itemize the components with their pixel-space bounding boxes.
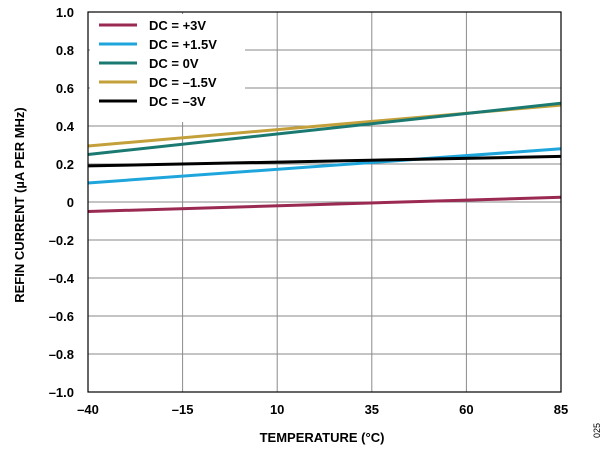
y-tick-label: –0.6: [49, 309, 74, 324]
x-tick-label: –40: [77, 402, 99, 417]
y-axis-ticks: 1.0 0.8 0.6 0.4 0.2 0 –0.2 –0.4 –0.6 –0.8 –1.0: [49, 5, 75, 400]
x-tick-label: –15: [172, 402, 194, 417]
figure-id: 025: [592, 423, 602, 438]
y-tick-label: –0.8: [49, 347, 74, 362]
legend-entry-label: DC = –1.5V: [149, 75, 217, 90]
series-line: [87, 195, 562, 213]
y-tick-label: 0.8: [56, 43, 74, 58]
legend-entry-label: DC = –3V: [149, 94, 206, 109]
x-tick-label: 60: [459, 402, 473, 417]
legend-box: [90, 14, 245, 122]
plot-frame: [87, 11, 562, 393]
y-tick-label: 0.4: [56, 119, 75, 134]
x-tick-label: 35: [365, 402, 379, 417]
y-tick-label: –0.2: [49, 233, 74, 248]
series-layer: [87, 101, 562, 213]
y-tick-label: 1.0: [56, 5, 74, 20]
series-line: [87, 154, 562, 168]
y-tick-label: –0.4: [49, 271, 75, 286]
x-tick-label: 10: [270, 402, 284, 417]
legend: DC = +3V DC = +1.5V DC = 0V DC = –1.5V DC = …: [90, 14, 245, 122]
y-tick-label: 0.2: [56, 157, 74, 172]
x-axis-ticks: –40 –15 10 35 60 85: [77, 402, 568, 417]
y-tick-label: 0: [67, 195, 74, 210]
y-tick-label: 0.6: [56, 81, 74, 96]
x-axis-label: TEMPERATURE (°C): [260, 430, 385, 445]
y-tick-label: –1.0: [49, 385, 74, 400]
legend-entry-label: DC = +1.5V: [149, 37, 217, 52]
x-tick-label: 85: [554, 402, 568, 417]
legend-entry-label: DC = 0V: [149, 56, 199, 71]
series-line: [87, 101, 562, 156]
y-axis-label: REFIN CURRENT (µA PER MHz): [12, 107, 27, 303]
series-line: [87, 147, 562, 185]
legend-entry-label: DC = +3V: [149, 18, 206, 33]
